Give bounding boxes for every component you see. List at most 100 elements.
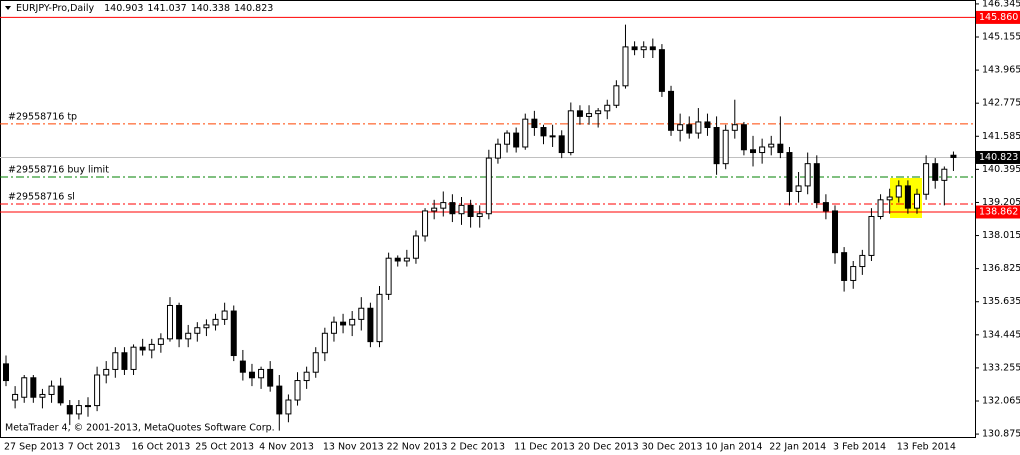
- candle-body: [349, 318, 356, 326]
- price-box: [976, 10, 1020, 24]
- candle-body: [513, 132, 520, 148]
- y-tick-label: 134.445: [982, 329, 1020, 340]
- candle-body: [904, 185, 911, 209]
- candle-body: [740, 124, 747, 151]
- candle-body: [194, 327, 201, 334]
- candle-body: [850, 266, 857, 281]
- title-value: 141.037: [147, 3, 186, 14]
- candle-body: [248, 371, 255, 379]
- candle-body: [914, 193, 920, 209]
- candle-body: [258, 368, 265, 379]
- candle-body: [94, 374, 101, 407]
- candle-body: [139, 346, 146, 351]
- title-value: 140.338: [191, 3, 230, 14]
- candle-body: [303, 371, 310, 382]
- y-tick-label: 143.965: [982, 65, 1020, 76]
- candle-body: [294, 380, 301, 401]
- candle-body: [822, 202, 829, 212]
- y-tick-label: 142.775: [982, 98, 1020, 109]
- candle-body: [157, 338, 164, 345]
- candle-body: [276, 385, 283, 415]
- candle-body: [476, 213, 483, 217]
- order-label: #29558716 sl: [8, 191, 75, 202]
- plot-layer: #29558716 tp #29558716 buy limit #29558716…: [0, 16, 975, 431]
- candle-body: [576, 110, 583, 117]
- candle-body: [677, 124, 684, 131]
- candle-body: [932, 163, 939, 181]
- x-tick-label: 30 Dec 2013: [642, 442, 703, 453]
- candle-body: [713, 127, 720, 165]
- candle-body: [285, 399, 292, 415]
- y-tick-label: 130.875: [982, 429, 1020, 440]
- candle-body: [340, 321, 347, 326]
- candle-body: [704, 121, 711, 129]
- candle-body: [112, 352, 119, 370]
- candle-body: [422, 210, 429, 237]
- x-tick-label: 16 Oct 2013: [132, 442, 191, 453]
- x-tick-label: 13 Feb 2014: [897, 442, 956, 453]
- candle-body: [12, 393, 19, 401]
- candle-body: [57, 385, 64, 404]
- price-box-label: 138.862: [979, 206, 1018, 217]
- candle-body: [886, 196, 893, 201]
- candle-body: [722, 129, 729, 165]
- candle-body: [567, 110, 574, 154]
- candle-body: [440, 202, 447, 209]
- candle-body: [358, 307, 365, 320]
- menu-icon[interactable]: [5, 6, 11, 10]
- candle-body: [813, 163, 820, 204]
- candle-body: [312, 352, 319, 373]
- candle-body: [686, 124, 693, 134]
- candle-body: [950, 154, 957, 158]
- candle-body: [604, 104, 611, 112]
- candle-body: [239, 360, 246, 373]
- candle-body: [613, 85, 620, 106]
- candle-body: [330, 321, 337, 334]
- candle-body: [640, 46, 647, 51]
- y-tick-label: 138.015: [982, 230, 1020, 241]
- order-label: #29558716 tp: [8, 111, 77, 122]
- candle-body: [586, 113, 593, 117]
- candle-body: [832, 210, 839, 254]
- candle-body: [595, 110, 602, 115]
- x-tick-label: 11 Dec 2013: [514, 442, 575, 453]
- y-tick-label: 146.345: [982, 0, 1020, 9]
- candle-body: [522, 118, 529, 148]
- candle-body: [494, 143, 501, 159]
- candle-body: [39, 393, 46, 398]
- candle-body: [941, 168, 948, 181]
- symbol: EURJPY-Pro,Daily: [16, 3, 94, 14]
- candle-body: [130, 346, 137, 370]
- candle-body: [759, 146, 766, 154]
- candle-body: [449, 202, 456, 215]
- y-tick-label: 133.255: [982, 362, 1020, 373]
- candle-body: [658, 49, 665, 92]
- candle-body: [504, 132, 511, 145]
- candle-body: [48, 385, 55, 395]
- candle-body: [21, 377, 28, 398]
- candle-body: [859, 254, 866, 268]
- candle-body: [30, 377, 37, 398]
- price-box: [976, 150, 1020, 164]
- candle-body: [877, 199, 884, 217]
- candle-body: [230, 310, 237, 357]
- candle-body: [549, 135, 556, 138]
- candle-body: [267, 368, 274, 387]
- y-tick-label: 135.635: [982, 296, 1020, 307]
- candle-body: [412, 235, 419, 259]
- candle-body: [185, 332, 192, 340]
- x-tick-label: 25 Oct 2013: [195, 442, 254, 453]
- x-tick-label: 22 Nov 2013: [387, 442, 448, 453]
- candle-body: [203, 324, 210, 329]
- candle-body: [467, 204, 474, 217]
- y-tick-label: 132.065: [982, 395, 1020, 406]
- candle-body: [485, 157, 492, 215]
- candle-body: [777, 143, 784, 154]
- candle-body: [66, 405, 73, 415]
- x-tick-label: 2 Dec 2013: [450, 442, 505, 453]
- candle-body: [795, 185, 802, 192]
- candle-body: [367, 307, 374, 343]
- candle-body: [786, 152, 793, 192]
- candle-body: [385, 257, 392, 295]
